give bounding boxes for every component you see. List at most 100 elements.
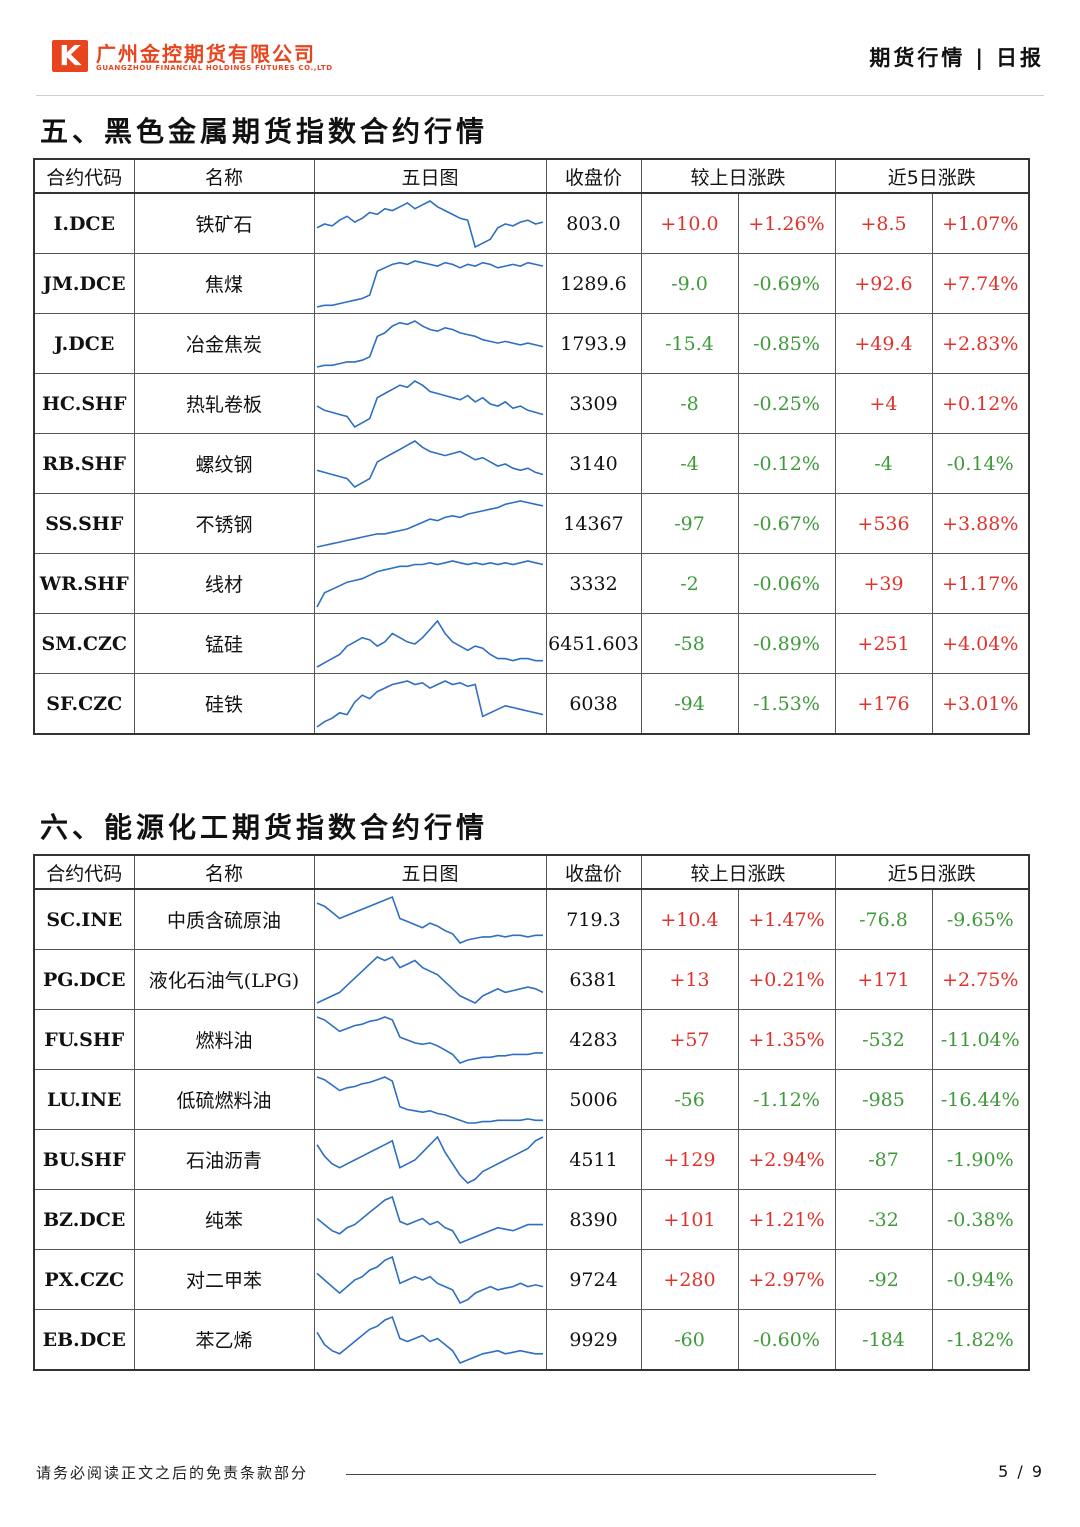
contract-name: 螺纹钢	[133, 433, 315, 494]
five-day-change: +92.6	[834, 253, 933, 314]
five-day-chart-cell	[313, 1309, 547, 1371]
five-day-chart-cell	[313, 673, 547, 735]
table-row: J.DCE 冶金焦炭 1793.9 -15.4 -0.85% +49.4 +2.83%	[33, 313, 1030, 374]
sparkline-line	[316, 499, 543, 548]
five-day-change: -76.8	[834, 888, 933, 950]
daily-change-pct: -0.69%	[737, 253, 836, 314]
col-chart-header: 五日图	[313, 854, 547, 890]
five-day-change-pct: -16.44%	[931, 1069, 1030, 1130]
daily-change: +57	[640, 1009, 739, 1070]
contract-code: SS.SHF	[33, 493, 135, 554]
close-price: 1793.9	[545, 313, 642, 374]
ferrous-table: 合约代码 名称 五日图 收盘价 较上日涨跌 近5日涨跌 I.DCE 铁矿石 803.0 +10.0…	[33, 158, 1031, 735]
daily-change-pct: +2.94%	[737, 1129, 836, 1190]
col-chart-header: 五日图	[313, 158, 547, 194]
daily-change-pct: -0.67%	[737, 493, 836, 554]
five-day-change: +176	[834, 673, 933, 735]
five-day-change: -92	[834, 1249, 933, 1310]
col-name-header: 名称	[133, 854, 315, 890]
five-day-change-pct: +2.75%	[931, 949, 1030, 1010]
close-price: 3140	[545, 433, 642, 494]
header-rule	[36, 95, 1044, 96]
contract-name: 低硫燃料油	[133, 1069, 315, 1130]
contract-name: 冶金焦炭	[133, 313, 315, 374]
five-day-change-pct: +3.01%	[931, 673, 1030, 735]
sparkline-line	[315, 559, 543, 607]
col-code-header: 合约代码	[33, 158, 135, 194]
contract-name: 对二甲苯	[133, 1249, 315, 1310]
sparkline-chart	[316, 259, 543, 308]
report-label: 期货行情 | 日报	[869, 42, 1044, 72]
contract-code: JM.DCE	[33, 253, 135, 314]
five-day-chart-cell	[313, 493, 547, 554]
close-price: 3332	[545, 553, 642, 614]
table-row: WR.SHF 线材 3332 -2 -0.06% +39 +1.17%	[33, 553, 1030, 614]
table-row: PX.CZC 对二甲苯 9724 +280 +2.97% -92 -0.94%	[33, 1249, 1030, 1310]
contract-name: 锰硅	[133, 613, 315, 674]
table-row: I.DCE 铁矿石 803.0 +10.0 +1.26% +8.5 +1.07%	[33, 192, 1030, 254]
five-day-change-pct: -11.04%	[931, 1009, 1030, 1070]
col-5day-change-header: 近5日涨跌	[834, 854, 1030, 890]
sparkline-chart	[316, 379, 543, 428]
contract-code: EB.DCE	[33, 1309, 135, 1371]
five-day-change-pct: -0.94%	[931, 1249, 1030, 1310]
contract-name: 纯苯	[133, 1189, 315, 1250]
sparkline-chart	[316, 319, 543, 368]
contract-code: PX.CZC	[33, 1249, 135, 1310]
close-price: 6451.603	[545, 613, 642, 674]
daily-change: +13	[640, 949, 739, 1010]
contract-code: BZ.DCE	[33, 1189, 135, 1250]
table-row: BU.SHF 石油沥青 4511 +129 +2.94% -87 -1.90%	[33, 1129, 1030, 1190]
table-row: HC.SHF 热轧卷板 3309 -8 -0.25% +4 +0.12%	[33, 373, 1030, 434]
daily-change-pct: -0.89%	[737, 613, 836, 674]
daily-change-pct: -0.12%	[737, 433, 836, 494]
five-day-change: +4	[834, 373, 933, 434]
table-row: BZ.DCE 纯苯 8390 +101 +1.21% -32 -0.38%	[33, 1189, 1030, 1250]
sparkline-line	[316, 259, 543, 308]
sparkline-chart	[316, 1015, 543, 1064]
five-day-chart-cell	[313, 1189, 547, 1250]
close-price: 719.3	[545, 888, 642, 950]
daily-change-pct: -0.06%	[737, 553, 836, 614]
five-day-change-pct: -9.65%	[931, 888, 1030, 950]
table-header-row: 合约代码 名称 五日图 收盘价 较上日涨跌 近5日涨跌	[33, 854, 1030, 890]
sparkline-line	[316, 319, 543, 368]
close-price: 9724	[545, 1249, 642, 1310]
five-day-chart-cell	[313, 192, 547, 254]
close-price: 1289.6	[545, 253, 642, 314]
energy-table: 合约代码 名称 五日图 收盘价 较上日涨跌 近5日涨跌 SC.INE 中质含硫原油 719.3 +…	[33, 854, 1031, 1371]
contract-code: HC.SHF	[33, 373, 135, 434]
five-day-chart-cell	[313, 553, 547, 614]
five-day-chart-cell	[313, 373, 547, 434]
daily-change: +101	[640, 1189, 739, 1250]
contract-code: SC.INE	[33, 888, 135, 950]
close-price: 803.0	[545, 192, 642, 254]
five-day-change: -532	[834, 1009, 933, 1070]
daily-change: -97	[640, 493, 739, 554]
daily-change-pct: -0.85%	[737, 313, 836, 374]
sparkline-line	[316, 955, 543, 1004]
five-day-change-pct: +4.04%	[931, 613, 1030, 674]
sparkline-line	[316, 895, 543, 944]
five-day-change: -4	[834, 433, 933, 494]
contract-name: 不锈钢	[133, 493, 315, 554]
close-price: 6381	[545, 949, 642, 1010]
daily-change: -2	[640, 553, 739, 614]
sparkline-line	[316, 379, 543, 428]
contract-name: 液化石油气(LPG)	[133, 949, 315, 1010]
daily-change: -56	[640, 1069, 739, 1130]
close-price: 14367	[545, 493, 642, 554]
five-day-change: -184	[834, 1309, 933, 1371]
sparkline-chart	[316, 619, 543, 668]
sparkline-line	[316, 619, 543, 668]
page-header: K 广州金控期货有限公司 GUANGZHOU FINANCIAL HOLDING…	[0, 0, 1080, 100]
sparkline-chart	[315, 1195, 543, 1244]
table-row: SS.SHF 不锈钢 14367 -97 -0.67% +536 +3.88%	[33, 493, 1030, 554]
contract-name: 石油沥青	[133, 1129, 315, 1190]
daily-change-pct: +1.47%	[737, 888, 836, 950]
table-row: FU.SHF 燃料油 4283 +57 +1.35% -532 -11.04%	[33, 1009, 1030, 1070]
sparkline-chart	[315, 559, 543, 607]
sparkline-line	[315, 1255, 543, 1304]
report-frequency: 日报	[996, 46, 1044, 70]
close-price: 3309	[545, 373, 642, 434]
